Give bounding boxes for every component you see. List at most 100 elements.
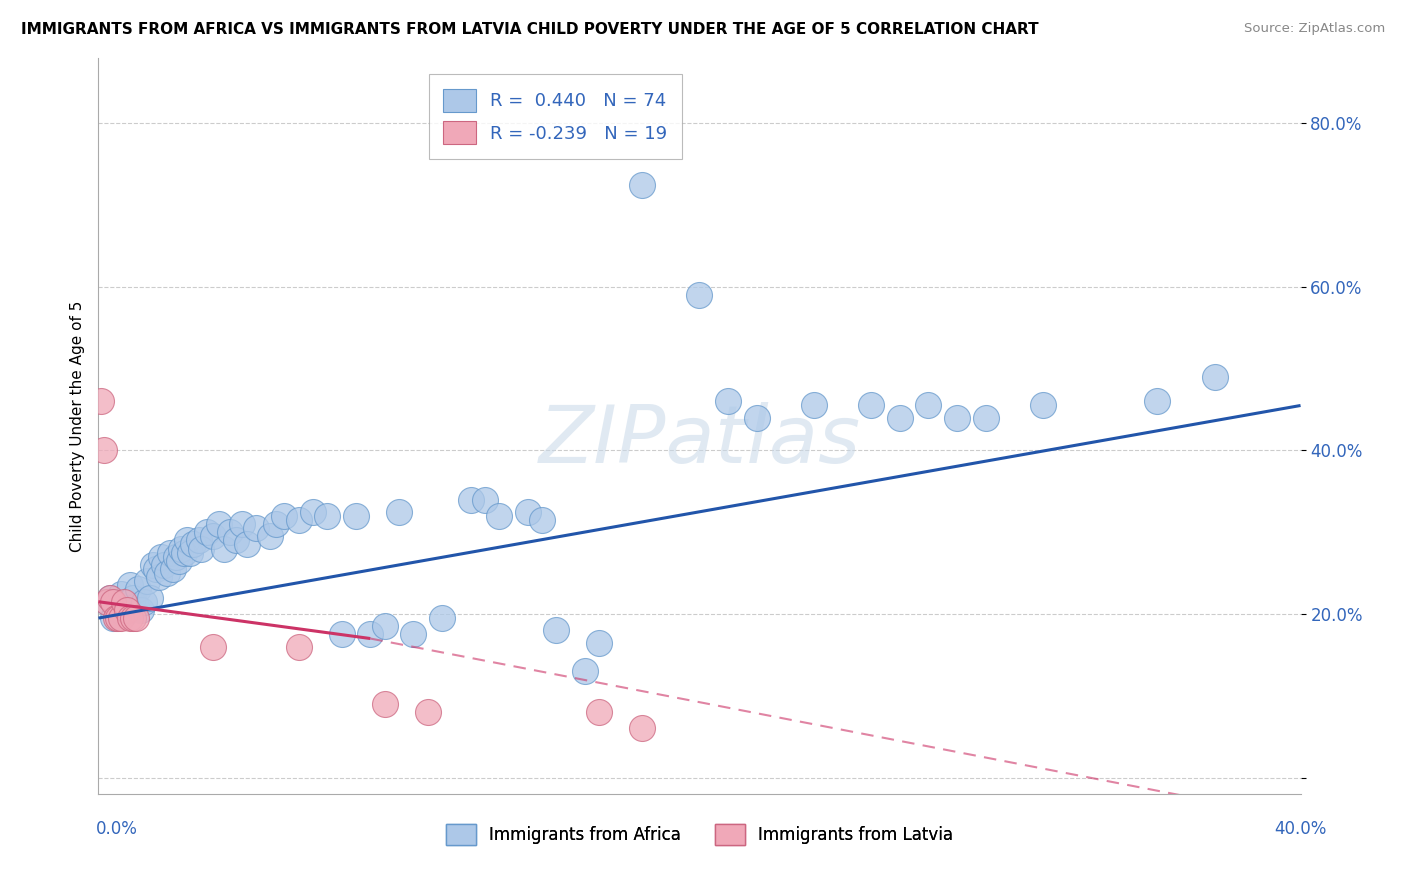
Point bbox=[96, 595, 118, 609]
Point bbox=[344, 508, 367, 523]
Legend: Immigrants from Africa, Immigrants from Latvia: Immigrants from Africa, Immigrants from … bbox=[440, 817, 959, 852]
Point bbox=[98, 591, 121, 605]
Point bbox=[121, 591, 143, 605]
Point bbox=[170, 541, 193, 556]
Point bbox=[745, 410, 768, 425]
Point bbox=[107, 603, 129, 617]
Point bbox=[115, 595, 138, 609]
Text: IMMIGRANTS FROM AFRICA VS IMMIGRANTS FROM LATVIA CHILD POVERTY UNDER THE AGE OF : IMMIGRANTS FROM AFRICA VS IMMIGRANTS FRO… bbox=[21, 22, 1039, 37]
Point bbox=[416, 705, 439, 719]
Point bbox=[124, 611, 146, 625]
Point bbox=[631, 178, 654, 192]
Point bbox=[330, 627, 353, 641]
Point bbox=[110, 611, 132, 625]
Point bbox=[101, 595, 124, 609]
Point bbox=[110, 586, 132, 600]
Point bbox=[374, 697, 396, 711]
Point bbox=[259, 529, 281, 543]
Point bbox=[128, 582, 150, 597]
Point bbox=[946, 410, 969, 425]
Point bbox=[208, 516, 231, 531]
Point bbox=[388, 505, 411, 519]
Point bbox=[214, 541, 236, 556]
Point bbox=[148, 570, 170, 584]
Point bbox=[112, 595, 135, 609]
Text: 40.0%: 40.0% bbox=[1274, 820, 1327, 838]
Point bbox=[112, 607, 135, 621]
Point bbox=[359, 627, 381, 641]
Point bbox=[159, 546, 181, 560]
Point bbox=[546, 624, 568, 638]
Point bbox=[156, 566, 179, 580]
Y-axis label: Child Poverty Under the Age of 5: Child Poverty Under the Age of 5 bbox=[69, 301, 84, 551]
Text: ZIPatlas: ZIPatlas bbox=[538, 401, 860, 480]
Text: 0.0%: 0.0% bbox=[96, 820, 138, 838]
Point bbox=[187, 533, 209, 548]
Point bbox=[460, 492, 482, 507]
Point bbox=[131, 603, 153, 617]
Point bbox=[134, 595, 156, 609]
Point bbox=[402, 627, 425, 641]
Point bbox=[531, 513, 554, 527]
Point bbox=[474, 492, 496, 507]
Point bbox=[181, 537, 204, 551]
Point bbox=[264, 516, 287, 531]
Point bbox=[118, 611, 141, 625]
Point bbox=[1204, 369, 1226, 384]
Point bbox=[917, 399, 939, 413]
Point bbox=[688, 288, 710, 302]
Point bbox=[1146, 394, 1168, 409]
Point bbox=[173, 546, 195, 560]
Point bbox=[219, 525, 242, 540]
Point bbox=[1032, 399, 1054, 413]
Point bbox=[316, 508, 339, 523]
Point bbox=[145, 562, 167, 576]
Point bbox=[717, 394, 740, 409]
Point bbox=[889, 410, 911, 425]
Point bbox=[201, 529, 224, 543]
Point bbox=[167, 554, 190, 568]
Point bbox=[195, 525, 218, 540]
Point bbox=[150, 549, 173, 564]
Text: Source: ZipAtlas.com: Source: ZipAtlas.com bbox=[1244, 22, 1385, 36]
Point bbox=[124, 599, 146, 613]
Point bbox=[287, 513, 309, 527]
Point bbox=[430, 611, 453, 625]
Point bbox=[104, 611, 127, 625]
Point bbox=[90, 394, 112, 409]
Point bbox=[121, 611, 143, 625]
Point bbox=[165, 549, 187, 564]
Point bbox=[201, 640, 224, 654]
Point bbox=[153, 558, 176, 572]
Point bbox=[245, 521, 267, 535]
Point bbox=[860, 399, 883, 413]
Point bbox=[588, 635, 610, 649]
Point bbox=[588, 705, 610, 719]
Point bbox=[302, 505, 325, 519]
Point bbox=[107, 611, 129, 625]
Point bbox=[574, 664, 596, 678]
Point bbox=[273, 508, 295, 523]
Point bbox=[516, 505, 538, 519]
Point bbox=[179, 546, 201, 560]
Point bbox=[93, 443, 115, 458]
Point bbox=[104, 599, 127, 613]
Point bbox=[162, 562, 184, 576]
Point bbox=[136, 574, 159, 589]
Point bbox=[236, 537, 259, 551]
Point bbox=[142, 558, 165, 572]
Point bbox=[115, 603, 138, 617]
Point bbox=[118, 578, 141, 592]
Point bbox=[96, 595, 118, 609]
Point bbox=[488, 508, 510, 523]
Point bbox=[98, 591, 121, 605]
Point bbox=[374, 619, 396, 633]
Point bbox=[176, 533, 198, 548]
Point bbox=[139, 591, 162, 605]
Point bbox=[974, 410, 997, 425]
Point bbox=[190, 541, 212, 556]
Point bbox=[225, 533, 247, 548]
Point bbox=[101, 611, 124, 625]
Point bbox=[631, 722, 654, 736]
Point bbox=[231, 516, 253, 531]
